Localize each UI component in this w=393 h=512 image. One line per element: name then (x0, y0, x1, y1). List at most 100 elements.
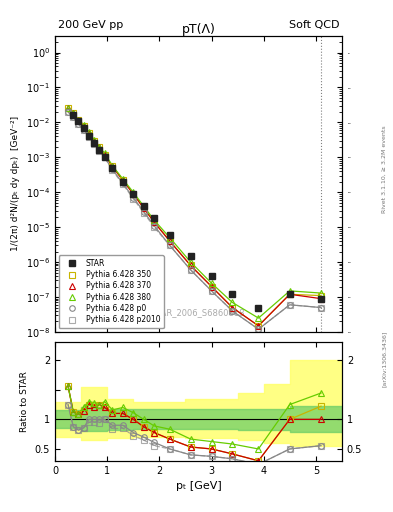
Pythia 6.428 350 (256, 323, 261, 329)
Pythia 6.428 p2010 (141, 209, 146, 216)
Pythia 6.428 370 (230, 305, 235, 311)
STAR (97, 147, 102, 153)
Pythia 6.428 350 (230, 305, 235, 311)
STAR (167, 232, 172, 238)
Pythia 6.428 380 (287, 288, 292, 294)
Pythia 6.428 370 (66, 105, 70, 112)
Line: Pythia 6.428 p2010: Pythia 6.428 p2010 (65, 109, 324, 332)
Pythia 6.428 350 (76, 117, 81, 123)
Pythia 6.428 350 (141, 205, 146, 211)
Pythia 6.428 350 (102, 152, 107, 158)
Line: Pythia 6.428 p0: Pythia 6.428 p0 (65, 109, 324, 332)
Pythia 6.428 p0 (152, 223, 156, 229)
STAR (141, 203, 146, 209)
Pythia 6.428 380 (110, 162, 115, 168)
Text: [arXiv:1306.3436]: [arXiv:1306.3436] (382, 330, 387, 387)
X-axis label: pₜ [GeV]: pₜ [GeV] (176, 481, 221, 491)
Pythia 6.428 p2010 (81, 127, 86, 133)
Pythia 6.428 370 (209, 284, 214, 290)
Pythia 6.428 350 (97, 144, 102, 150)
Pythia 6.428 370 (110, 163, 115, 169)
Pythia 6.428 380 (92, 137, 97, 143)
Pythia 6.428 p0 (319, 305, 323, 311)
Pythia 6.428 370 (141, 205, 146, 211)
Pythia 6.428 370 (102, 152, 107, 158)
Text: Rivet 3.1.10, ≥ 3.2M events: Rivet 3.1.10, ≥ 3.2M events (382, 125, 387, 213)
Pythia 6.428 350 (167, 238, 172, 244)
Pythia 6.428 p0 (71, 114, 75, 120)
STAR (319, 295, 323, 302)
Pythia 6.428 370 (131, 191, 136, 197)
Pythia 6.428 370 (71, 111, 75, 117)
Pythia 6.428 380 (81, 122, 86, 128)
Pythia 6.428 p0 (287, 302, 292, 308)
STAR (102, 154, 107, 160)
Pythia 6.428 350 (287, 291, 292, 297)
STAR (131, 191, 136, 197)
Pythia 6.428 p0 (86, 133, 91, 139)
Line: Pythia 6.428 380: Pythia 6.428 380 (65, 105, 324, 321)
STAR (230, 291, 235, 297)
STAR (256, 305, 261, 311)
STAR (287, 291, 292, 297)
Pythia 6.428 380 (152, 217, 156, 223)
Pythia 6.428 370 (319, 295, 323, 302)
Pythia 6.428 380 (76, 117, 81, 123)
Pythia 6.428 350 (110, 163, 115, 169)
Pythia 6.428 380 (131, 189, 136, 195)
Pythia 6.428 380 (97, 144, 102, 150)
Pythia 6.428 350 (92, 138, 97, 144)
Pythia 6.428 380 (141, 203, 146, 209)
Pythia 6.428 370 (152, 219, 156, 225)
Pythia 6.428 370 (81, 123, 86, 129)
Pythia 6.428 p2010 (97, 148, 102, 154)
Pythia 6.428 p2010 (152, 224, 156, 230)
Y-axis label: 1/(2π) d²N/(pₜ dy dpₜ)  [GeV⁻²]: 1/(2π) d²N/(pₜ dy dpₜ) [GeV⁻²] (11, 116, 20, 251)
Text: 200 GeV pp: 200 GeV pp (58, 20, 123, 30)
Pythia 6.428 370 (121, 177, 125, 183)
Text: STAR_2006_S6860818: STAR_2006_S6860818 (152, 308, 245, 317)
Pythia 6.428 370 (167, 238, 172, 244)
Pythia 6.428 p2010 (167, 242, 172, 248)
Line: Pythia 6.428 350: Pythia 6.428 350 (65, 105, 324, 329)
Pythia 6.428 p2010 (256, 326, 261, 332)
Pythia 6.428 p0 (97, 147, 102, 153)
Pythia 6.428 350 (121, 177, 125, 183)
Pythia 6.428 p0 (167, 242, 172, 248)
Pythia 6.428 370 (256, 323, 261, 329)
Pythia 6.428 380 (66, 105, 70, 112)
Pythia 6.428 p0 (81, 127, 86, 133)
Pythia 6.428 p2010 (92, 141, 97, 147)
Pythia 6.428 350 (131, 191, 136, 197)
Pythia 6.428 p0 (121, 180, 125, 186)
Pythia 6.428 350 (71, 111, 75, 117)
Title: pT(Λ): pT(Λ) (182, 23, 215, 36)
Pythia 6.428 p2010 (86, 134, 91, 140)
Pythia 6.428 380 (102, 150, 107, 156)
Pythia 6.428 p2010 (287, 302, 292, 308)
STAR (76, 118, 81, 124)
Pythia 6.428 380 (167, 234, 172, 241)
Pythia 6.428 p2010 (102, 154, 107, 160)
Pythia 6.428 p0 (66, 109, 70, 115)
Pythia 6.428 350 (209, 284, 214, 290)
Pythia 6.428 370 (188, 263, 193, 269)
Pythia 6.428 p0 (209, 288, 214, 294)
Pythia 6.428 350 (319, 292, 323, 298)
STAR (188, 253, 193, 259)
Pythia 6.428 p0 (141, 208, 146, 215)
Pythia 6.428 p0 (230, 308, 235, 314)
Y-axis label: Ratio to STAR: Ratio to STAR (20, 371, 29, 432)
Pythia 6.428 p0 (92, 140, 97, 146)
STAR (71, 112, 75, 118)
Pythia 6.428 380 (209, 280, 214, 286)
Pythia 6.428 p0 (131, 195, 136, 201)
STAR (121, 179, 125, 185)
Pythia 6.428 p2010 (76, 121, 81, 127)
Pythia 6.428 370 (76, 117, 81, 123)
Pythia 6.428 370 (287, 291, 292, 297)
Pythia 6.428 380 (256, 315, 261, 321)
Pythia 6.428 350 (152, 219, 156, 225)
STAR (209, 273, 214, 279)
Pythia 6.428 p2010 (121, 181, 125, 187)
